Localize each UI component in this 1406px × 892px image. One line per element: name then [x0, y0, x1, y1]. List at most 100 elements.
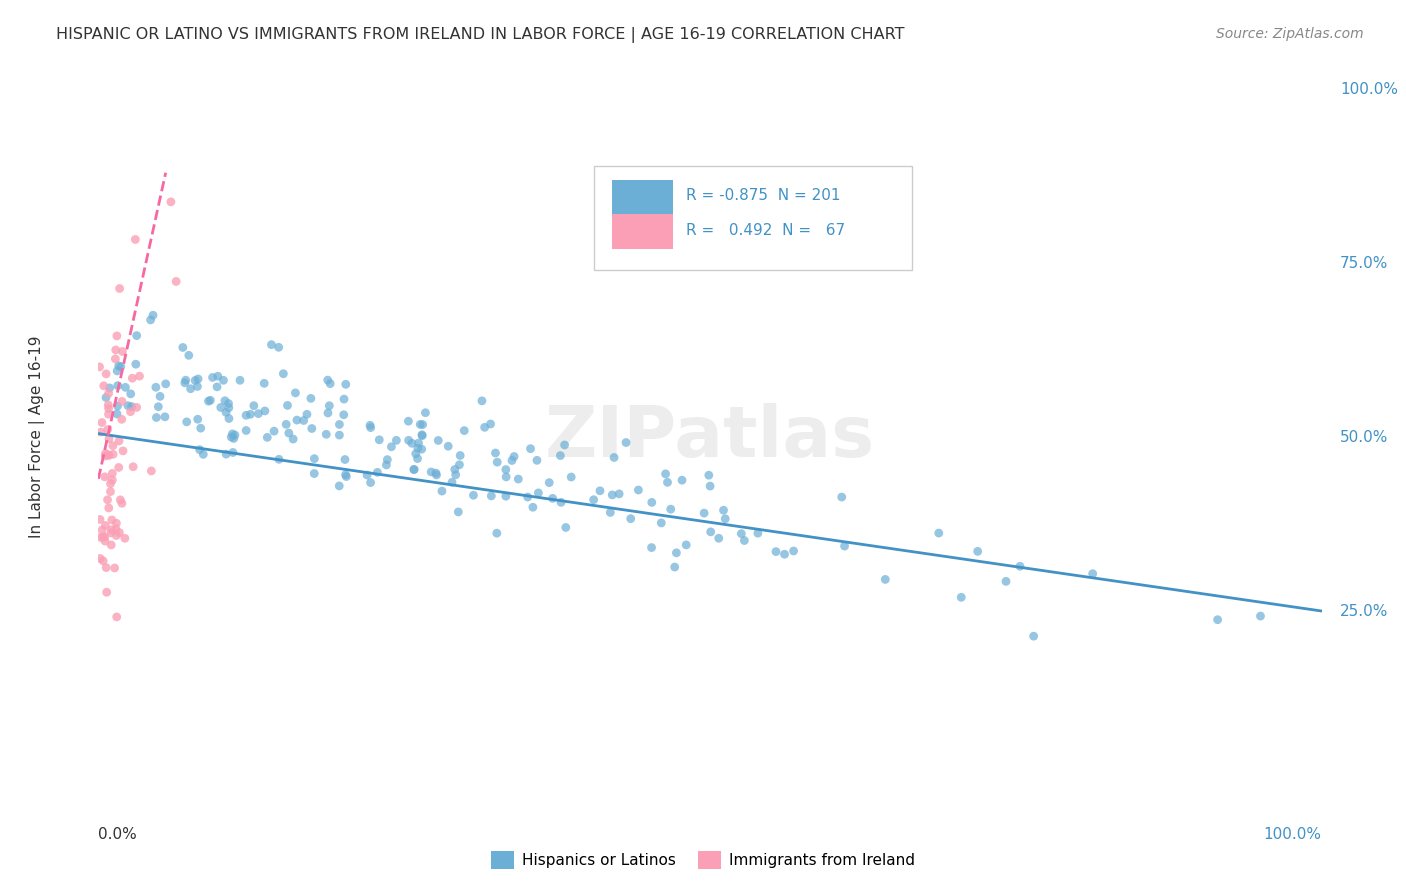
Point	[495, 489, 517, 503]
Point	[292, 413, 315, 427]
Point	[186, 379, 208, 393]
Point	[284, 385, 307, 400]
Point	[101, 513, 124, 527]
Point	[111, 496, 134, 510]
Point	[995, 574, 1018, 589]
FancyBboxPatch shape	[612, 179, 673, 214]
Point	[108, 434, 131, 448]
Point	[1008, 559, 1031, 574]
Point	[111, 412, 134, 426]
Point	[100, 476, 122, 491]
Point	[215, 405, 238, 419]
Text: ZIPatlas: ZIPatlas	[546, 402, 875, 472]
Point	[319, 376, 342, 391]
Point	[409, 417, 432, 432]
Point	[406, 441, 429, 455]
Point	[153, 409, 176, 424]
Point	[928, 526, 950, 541]
Point	[295, 407, 318, 421]
Point	[675, 538, 697, 552]
Point	[541, 491, 564, 506]
Point	[94, 449, 117, 463]
Point	[356, 468, 378, 483]
Point	[1081, 566, 1104, 581]
Point	[406, 451, 429, 466]
Point	[1249, 609, 1271, 624]
Point	[366, 466, 388, 480]
Point	[782, 544, 804, 558]
Point	[91, 554, 114, 568]
Point	[503, 450, 526, 464]
Point	[235, 409, 257, 423]
Point	[385, 434, 408, 448]
Point	[443, 462, 465, 476]
Point	[599, 506, 621, 520]
Point	[172, 341, 194, 355]
FancyBboxPatch shape	[593, 166, 912, 270]
Point	[107, 378, 129, 392]
Point	[582, 492, 605, 507]
Point	[641, 495, 664, 509]
Point	[97, 448, 120, 462]
Point	[444, 467, 467, 482]
Point	[89, 551, 111, 566]
Point	[412, 417, 434, 432]
Point	[665, 546, 688, 560]
Point	[526, 453, 548, 467]
Text: 25.0%: 25.0%	[1340, 604, 1388, 618]
Point	[121, 371, 143, 385]
Point	[94, 391, 117, 405]
Point	[335, 377, 357, 392]
Point	[214, 393, 236, 408]
Point	[332, 408, 354, 422]
Point	[560, 470, 582, 484]
Point	[200, 393, 222, 408]
Point	[405, 447, 427, 461]
Point	[174, 373, 197, 387]
Point	[420, 465, 443, 479]
Point	[117, 399, 139, 413]
Text: HISPANIC OR LATINO VS IMMIGRANTS FROM IRELAND IN LABOR FORCE | AGE 16-19 CORRELA: HISPANIC OR LATINO VS IMMIGRANTS FROM IR…	[56, 27, 904, 43]
Point	[91, 530, 114, 544]
Point	[97, 386, 120, 401]
Point	[699, 479, 721, 493]
Point	[425, 467, 447, 482]
Point	[187, 372, 209, 386]
Point	[260, 337, 283, 351]
Point	[276, 417, 298, 432]
Point	[495, 462, 517, 476]
Point	[91, 523, 114, 537]
Point	[247, 407, 270, 421]
Point	[301, 421, 323, 435]
Point	[201, 370, 224, 384]
Point	[148, 400, 170, 414]
Point	[650, 516, 672, 530]
Point	[479, 489, 502, 503]
Point	[408, 436, 430, 450]
Point	[187, 412, 209, 426]
Point	[550, 449, 572, 463]
Point	[165, 275, 187, 289]
Point	[328, 479, 350, 493]
Point	[474, 420, 496, 434]
Point	[360, 420, 382, 434]
Point	[184, 374, 207, 388]
Point	[145, 380, 167, 394]
Point	[110, 359, 132, 374]
Point	[304, 451, 326, 466]
Point	[105, 329, 128, 343]
Point	[463, 488, 485, 502]
Point	[640, 541, 662, 555]
Point	[773, 547, 796, 561]
Point	[966, 544, 988, 558]
Point	[404, 462, 426, 476]
Point	[449, 449, 471, 463]
Point	[267, 452, 290, 467]
Point	[94, 560, 117, 574]
Point	[142, 308, 165, 322]
Point	[834, 539, 856, 553]
Point	[318, 399, 340, 413]
Point	[437, 439, 460, 453]
Legend: Hispanics or Latinos, Immigrants from Ireland: Hispanics or Latinos, Immigrants from Ir…	[485, 845, 921, 875]
Point	[627, 483, 650, 497]
